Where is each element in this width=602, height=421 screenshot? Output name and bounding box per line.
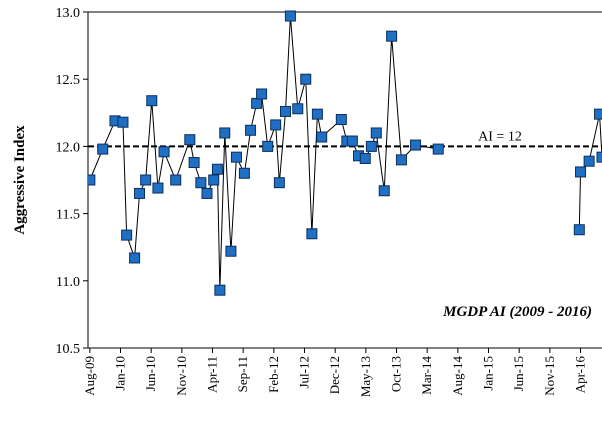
marker (201, 187, 213, 199)
marker (583, 155, 595, 167)
marker (284, 10, 296, 22)
reference-label: AI = 12 (478, 129, 522, 144)
marker (230, 151, 242, 163)
marker (88, 174, 96, 186)
x-tick-label: Jul-12 (297, 356, 312, 389)
y-tick-label: 12.0 (56, 140, 81, 155)
x-tick-label: Aug-09 (82, 356, 97, 396)
marker (195, 177, 207, 189)
x-tick-label: Nov-15 (542, 356, 557, 396)
marker (117, 116, 129, 128)
x-tick-label: Aug-14 (450, 356, 465, 396)
marker (270, 119, 282, 131)
marker (188, 157, 200, 169)
marker (573, 224, 585, 236)
x-tick-label: Jun-10 (143, 356, 158, 391)
marker (134, 187, 146, 199)
marker (432, 143, 444, 155)
marker (292, 103, 304, 115)
marker (140, 174, 152, 186)
marker (311, 108, 323, 120)
marker (152, 182, 164, 194)
marker (211, 163, 223, 175)
marker (386, 30, 398, 42)
marker (378, 185, 390, 197)
marker (335, 114, 347, 126)
x-tick-label: May-13 (358, 356, 373, 397)
marker (208, 174, 220, 186)
x-tick-label: Sep-11 (235, 356, 250, 392)
x-tick-label: Jun-15 (511, 356, 526, 391)
marker (225, 245, 237, 257)
x-tick-label: Oct-13 (389, 356, 404, 392)
marker (158, 146, 170, 158)
marker (575, 166, 587, 178)
x-tick-label: Mar-14 (419, 356, 434, 395)
marker (306, 228, 318, 240)
y-tick-label: 11.5 (56, 208, 80, 223)
x-tick-label: Feb-12 (266, 356, 281, 393)
marker (245, 124, 257, 136)
y-tick-label: 10.5 (56, 342, 81, 357)
y-tick-label: 12.5 (56, 73, 81, 88)
x-tick-label: Apr-16 (573, 356, 588, 394)
marker (251, 97, 263, 109)
plot-area (88, 10, 602, 296)
marker (316, 131, 328, 143)
marker (97, 143, 109, 155)
marker (256, 88, 268, 100)
marker (359, 152, 371, 164)
marker (596, 151, 602, 163)
plot-frame (87, 11, 602, 349)
y-axis-label: Aggressive Index (12, 125, 28, 235)
marker (121, 229, 133, 241)
x-tick-label: Jan-10 (113, 356, 128, 391)
marker (184, 134, 196, 146)
marker (146, 95, 158, 107)
marker (410, 139, 422, 151)
x-tick-label: Dec-12 (327, 356, 342, 394)
marker (395, 154, 407, 166)
x-tick-label: Jan-15 (481, 356, 496, 391)
marker (370, 127, 382, 139)
marker (129, 252, 141, 264)
marker (346, 135, 358, 147)
y-tick-label: 11.0 (56, 275, 80, 290)
y-tick-label: 13.0 (56, 6, 81, 21)
marker (170, 174, 182, 186)
marker (300, 73, 312, 85)
annotation: MGDP AI (2009 - 2016) (442, 304, 592, 320)
marker (214, 284, 226, 296)
marker (280, 105, 292, 117)
marker (262, 140, 274, 152)
x-tick-label: Nov-10 (174, 356, 189, 396)
marker (594, 108, 602, 120)
marker (365, 140, 377, 152)
marker (219, 127, 231, 139)
marker (273, 177, 285, 189)
x-tick-label: Apr-11 (205, 356, 220, 393)
marker (238, 167, 250, 179)
